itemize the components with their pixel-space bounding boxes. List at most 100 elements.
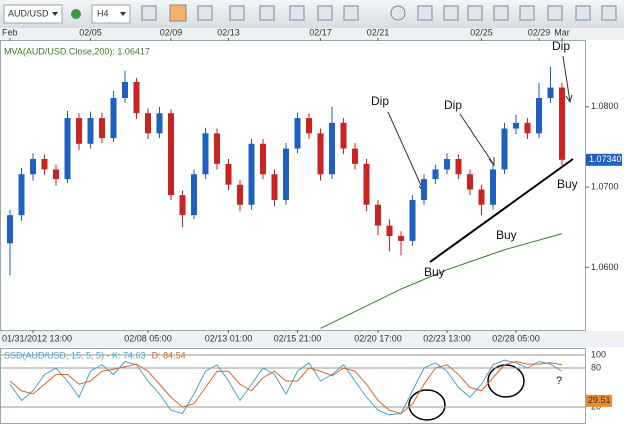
last-price-label: 1.07340 (589, 154, 622, 164)
candle-body (214, 133, 220, 164)
y-tick-label: 1.0600 (591, 262, 619, 272)
candle-body (363, 163, 370, 205)
candle-body (513, 122, 519, 129)
x-tick-label: 02/08 05:00 (124, 333, 172, 343)
marker-label: 29.51 (588, 395, 611, 405)
candle-body (110, 97, 117, 139)
candle-body (87, 118, 94, 144)
x-tick-label: 02/13 01:00 (205, 333, 253, 343)
y-tick-label: 1.0700 (591, 181, 619, 191)
candle-body (168, 113, 174, 196)
candle-body (41, 159, 48, 170)
candle-body (191, 174, 197, 216)
candle-body (352, 148, 358, 164)
annotation: Buy (424, 265, 445, 279)
marker-box (586, 394, 612, 407)
last-price-box (586, 153, 622, 166)
indicator-label: MVA(AUD/USD.Close,200): 1.06417 (4, 46, 150, 56)
top-axis-label: 02/05 (79, 27, 102, 37)
candle-body (432, 169, 439, 180)
candle-body (536, 97, 542, 134)
annotation: ? (556, 375, 562, 387)
candle-body (76, 118, 82, 144)
annotation: Buy (496, 228, 517, 242)
y-tick-label: 80 (591, 362, 601, 372)
candle-body (524, 122, 531, 134)
y-tick-label: 1.0800 (591, 101, 619, 111)
candle-body (306, 118, 312, 134)
candle-body (237, 184, 243, 205)
candle-body (455, 159, 462, 175)
oscillator-line (9, 360, 563, 415)
candle-body (294, 118, 301, 149)
candle-body (64, 118, 71, 180)
candle-body (30, 159, 36, 175)
top-axis-label: 02/21 (367, 27, 390, 37)
candle-body (145, 113, 151, 134)
main-plot (0, 40, 586, 331)
x-tick-label: 02/15 21:00 (274, 333, 322, 343)
x-tick-label: 02/23 13:00 (423, 333, 471, 343)
candle-body (421, 179, 427, 200)
annotation: Dip (371, 94, 389, 108)
candle-body (122, 81, 128, 98)
dropdown-arrow (52, 12, 58, 16)
highlight (408, 389, 446, 421)
timeframe-select[interactable] (91, 4, 131, 24)
candle-body (7, 215, 13, 244)
candle-body (375, 204, 381, 226)
icon[interactable] (71, 9, 81, 19)
top-axis-label: 02/25 (470, 27, 493, 37)
timeframe: H4 (97, 8, 109, 18)
candle-body (156, 113, 163, 134)
candle-body (202, 133, 209, 175)
candle-body (179, 195, 186, 216)
candle-body (444, 159, 450, 170)
candle-body (18, 174, 25, 216)
candle-body (501, 128, 508, 170)
legend-d: D: 84.54 (152, 350, 186, 360)
candle-body (225, 163, 232, 185)
candle-body (547, 87, 554, 98)
top-axis-label: Mar (554, 27, 570, 37)
candle-body (409, 199, 416, 241)
trend-line (429, 158, 574, 263)
candle-body (133, 81, 140, 114)
candle-body (271, 174, 278, 200)
symbol: AUD/USD (8, 8, 49, 18)
candle-body (386, 225, 393, 237)
annotation: Buy (557, 177, 578, 191)
annotation: Dip (552, 39, 570, 53)
x-tick-label: 02/28 05:00 (492, 333, 540, 343)
top-axis-label: 02/29 (528, 27, 551, 37)
candle-body (398, 236, 404, 241)
top-axis-label: 02/09 (160, 27, 183, 37)
candle-body (467, 174, 473, 190)
annotation: Dip (444, 98, 462, 112)
candle-body (329, 122, 335, 175)
y-tick-label: 100 (591, 349, 606, 359)
candle-body (99, 118, 105, 139)
top-axis (0, 28, 624, 40)
top-axis-label: Feb (2, 27, 18, 37)
legend-k: SSD(AUD/USD, 15, 5, 5) - K: 74.63 (4, 350, 146, 360)
candle-body (490, 169, 496, 205)
candle-body (53, 169, 59, 180)
candle-body (559, 87, 565, 160)
moving-average (320, 233, 563, 329)
candle-body (340, 122, 347, 149)
candle-body (317, 133, 324, 175)
oscillator-plot (0, 348, 586, 424)
dropdown-arrow (120, 12, 126, 16)
candle-body (260, 143, 266, 175)
x-tick-label: 01/31/2012 13:00 (2, 333, 72, 343)
symbol-select[interactable] (3, 4, 63, 24)
x-tick-label: 02/20 17:00 (354, 333, 402, 343)
toolbar-icons[interactable] (141, 4, 617, 22)
oscillator-line (9, 359, 563, 416)
candle-body (283, 148, 289, 200)
highlight (487, 364, 525, 398)
candle-body (478, 189, 485, 205)
